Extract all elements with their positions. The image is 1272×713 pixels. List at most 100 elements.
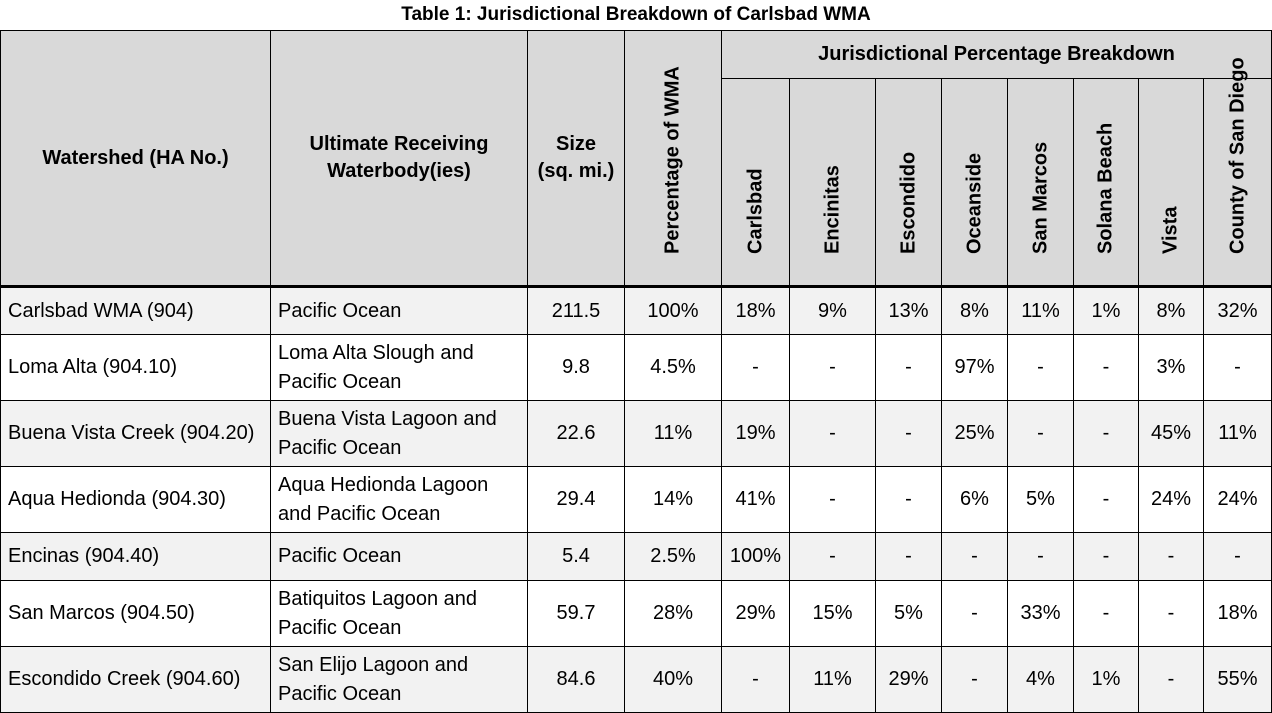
cell-carlsbad: - [721,334,790,401]
cell-county: 55% [1202,646,1272,713]
cell-vista: 45% [1138,400,1204,467]
cell-county: 18% [1202,580,1272,647]
header-carlsbad-text: Carlsbad [744,168,766,254]
cell-watershed: Carlsbad WMA (904) [0,285,271,335]
cell-watershed: Escondido Creek (904.60) [0,646,271,713]
cell-encinitas: - [789,532,876,581]
cell-solana-beach: 1% [1073,285,1139,335]
cell-escondido: 29% [875,646,942,713]
header-escondido-text: Escondido [897,151,919,254]
cell-vista: - [1138,646,1204,713]
header-receiving-waterbody: Ultimate Receiving Waterbody(ies) [270,30,528,287]
cell-size: 22.6 [527,400,625,467]
cell-solana-beach: 1% [1073,646,1139,713]
header-size-line2: (sq. mi.) [537,160,615,182]
cell-encinitas: - [789,334,876,401]
cell-vista: 3% [1138,334,1204,401]
table-row: Aqua Hedionda (904.30) Aqua Hedionda Lag… [0,466,1272,533]
cell-county: 11% [1202,400,1272,467]
header-oceanside-text: Oceanside [963,152,985,254]
header-percent-wma: Percentage of WMA [624,30,722,287]
cell-escondido: - [875,334,942,401]
cell-carlsbad: 100% [721,532,790,581]
cell-san-marcos: - [1007,400,1074,467]
header-solana-beach-text: Solana Beach [1094,122,1117,254]
cell-san-marcos: - [1007,334,1074,401]
cell-escondido: - [875,532,942,581]
header-receiving-line2: Waterbody(ies) [327,160,471,182]
header-size: Size (sq. mi.) [527,30,625,287]
header-vista-text: Vista [1159,206,1182,254]
cell-escondido: - [875,466,942,533]
cell-receiving: Loma Alta Slough and Pacific Ocean [270,334,528,401]
cell-percent: 100% [624,285,722,335]
table-row: San Marcos (904.50) Batiquitos Lagoon an… [0,580,1272,647]
cell-solana-beach: - [1073,400,1139,467]
cell-county: 32% [1202,285,1272,335]
cell-percent: 40% [624,646,722,713]
cell-oceanside: 97% [941,334,1008,401]
cell-size: 5.4 [527,532,625,581]
cell-size: 211.5 [527,285,625,335]
header-receiving-line1: Ultimate Receiving [309,133,489,155]
cell-encinitas: - [789,466,876,533]
cell-receiving: Batiquitos Lagoon and Pacific Ocean [270,580,528,647]
cell-escondido: - [875,400,942,467]
table-caption: Table 1: Jurisdictional Breakdown of Car… [401,4,871,25]
cell-receiving: Aqua Hedionda Lagoon and Pacific Ocean [270,466,528,533]
header-vista: Vista [1138,78,1204,287]
cell-oceanside: - [941,646,1008,713]
cell-carlsbad: - [721,646,790,713]
cell-vista: 8% [1138,285,1204,335]
cell-watershed: Encinas (904.40) [0,532,271,581]
cell-county: - [1202,532,1272,581]
cell-solana-beach: - [1073,466,1139,533]
cell-oceanside: 6% [941,466,1008,533]
header-county-text: County of San Diego [1226,57,1249,254]
header-solana-beach: Solana Beach [1073,78,1139,287]
cell-solana-beach: - [1073,532,1139,581]
cell-oceanside: - [941,532,1008,581]
cell-size: 9.8 [527,334,625,401]
header-percent-wma-text: Percentage of WMA [661,66,684,254]
table-row: Buena Vista Creek (904.20) Buena Vista L… [0,400,1272,467]
cell-san-marcos: - [1007,532,1074,581]
cell-san-marcos: 33% [1007,580,1074,647]
cell-size: 59.7 [527,580,625,647]
cell-solana-beach: - [1073,334,1139,401]
header-carlsbad: Carlsbad [721,78,790,287]
header-san-marcos-text: San Marcos [1029,141,1051,254]
cell-encinitas: 9% [789,285,876,335]
cell-oceanside: 25% [941,400,1008,467]
cell-county: - [1202,334,1272,401]
header-county-of-san-diego: County of San Diego [1202,57,1272,287]
cell-carlsbad: 41% [721,466,790,533]
cell-solana-beach: - [1073,580,1139,647]
header-escondido: Escondido [875,78,942,287]
cell-vista: 24% [1138,466,1204,533]
cell-watershed: San Marcos (904.50) [0,580,271,647]
cell-carlsbad: 18% [721,285,790,335]
cell-percent: 28% [624,580,722,647]
jurisdiction-table: Watershed (HA No.) Ultimate Receiving Wa… [0,30,1272,713]
header-oceanside: Oceanside [941,78,1008,287]
table-row: Escondido Creek (904.60) San Elijo Lagoo… [0,646,1272,713]
cell-receiving: San Elijo Lagoon and Pacific Ocean [270,646,528,713]
cell-encinitas: 11% [789,646,876,713]
cell-receiving: Buena Vista Lagoon and Pacific Ocean [270,400,528,467]
header-watershed: Watershed (HA No.) [0,30,271,287]
cell-percent: 2.5% [624,532,722,581]
cell-escondido: 5% [875,580,942,647]
cell-percent: 11% [624,400,722,467]
cell-encinitas: 15% [789,580,876,647]
header-encinitas-text: Encinitas [821,165,843,254]
cell-san-marcos: 11% [1007,285,1074,335]
cell-carlsbad: 19% [721,400,790,467]
cell-county: 24% [1202,466,1272,533]
cell-san-marcos: 4% [1007,646,1074,713]
cell-receiving: Pacific Ocean [270,285,528,335]
cell-carlsbad: 29% [721,580,790,647]
cell-vista: - [1138,580,1204,647]
cell-oceanside: - [941,580,1008,647]
cell-san-marcos: 5% [1007,466,1074,533]
